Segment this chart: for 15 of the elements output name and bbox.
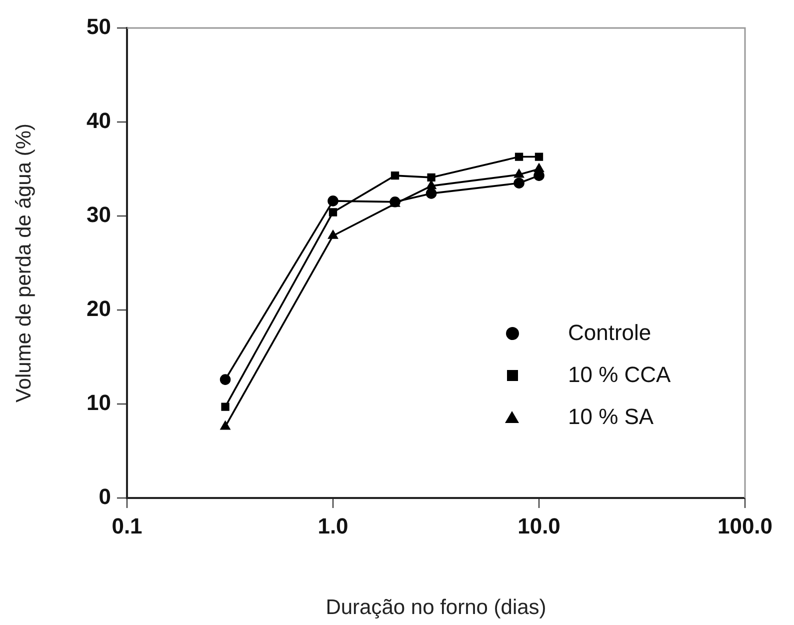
y-tick-label: 10 [86,390,111,416]
y-tick-label: 20 [86,296,111,322]
x-tick-label: 100.0 [717,513,773,538]
y-tick-label: 30 [86,202,111,228]
y-tick-label: 40 [86,108,111,134]
x-tick-label: 0.1 [112,513,142,538]
x-tick-label: 10.0 [518,513,560,538]
y-tick-label: 50 [86,14,111,40]
legend-label: 10 % SA [568,404,654,430]
legend-label: 10 % CCA [568,362,671,388]
y-axis-title: Volume de perda de água (%) [12,123,36,403]
y-tick-label: 0 [98,484,111,510]
x-tick-label: 1.0 [318,513,348,538]
legend-label: Controle [568,320,652,346]
x-axis-title: Duração no forno (dias) [326,596,546,620]
